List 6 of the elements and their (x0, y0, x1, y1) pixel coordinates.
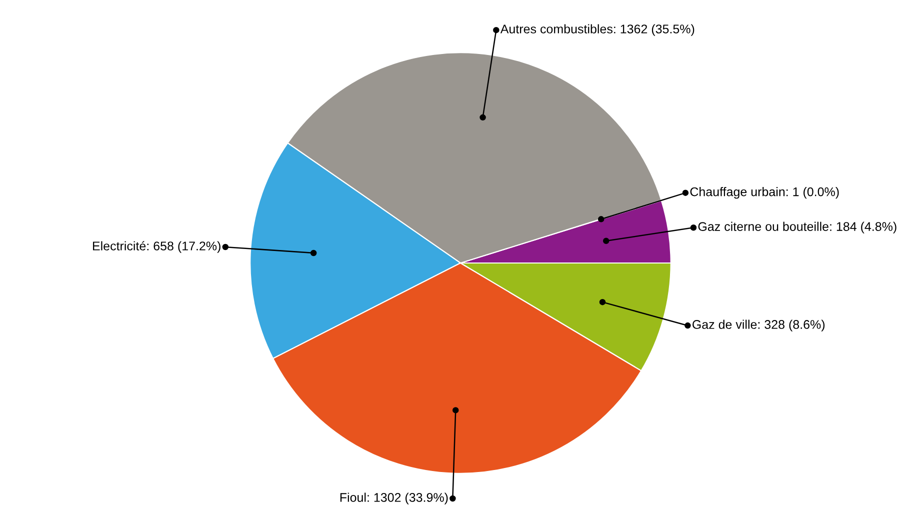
slice-label: Fioul: 1302 (33.9%) (340, 492, 448, 504)
slice-label: Autres combustibles: 1362 (35.5%) (500, 24, 694, 36)
slice-label: Gaz de ville: 328 (8.6%) (692, 320, 825, 332)
slice-label: Chauffage urbain: 1 (0.0%) (690, 187, 839, 199)
slice-label: Gaz citerne ou bouteille: 184 (4.8%) (698, 222, 896, 234)
slice-label: Electricité: 658 (17.2%) (92, 241, 220, 253)
